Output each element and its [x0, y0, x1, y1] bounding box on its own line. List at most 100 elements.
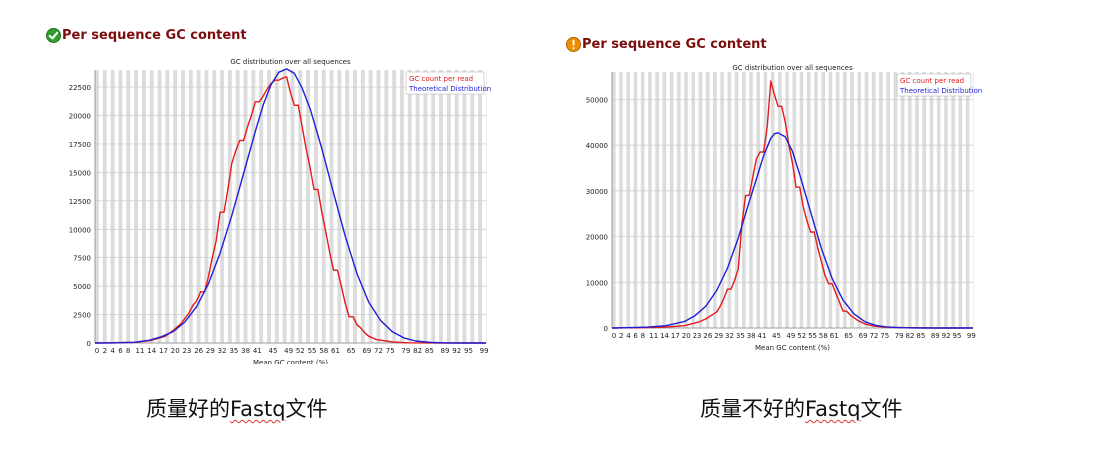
y-tick-label: 40000	[586, 142, 608, 150]
x-tick-label: 23	[182, 347, 191, 355]
grid-stripe	[368, 70, 373, 343]
grid-stripe	[612, 72, 616, 328]
x-tick-label: 8	[126, 347, 130, 355]
grid-stripe	[749, 72, 753, 328]
grid-stripe	[951, 72, 955, 328]
grid-stripe	[321, 70, 326, 343]
panel-title: Per sequence GC content	[582, 37, 767, 52]
x-tick-label: 0	[95, 347, 99, 355]
grid-stripe	[165, 70, 170, 343]
x-tick-label: 6	[118, 347, 123, 355]
x-tick-label: 79	[401, 347, 410, 355]
x-tick-label: 29	[714, 332, 723, 340]
x-tick-label: 69	[362, 347, 371, 355]
x-tick-label: 32	[725, 332, 734, 340]
grid-stripe	[871, 72, 876, 328]
y-tick-label: 20000	[586, 234, 608, 242]
grid-stripe	[407, 70, 412, 343]
grid-stripe	[392, 70, 397, 343]
grid-stripe	[835, 72, 840, 328]
y-tick-label: 12500	[69, 198, 91, 206]
x-tick-label: 58	[319, 347, 328, 355]
grid-stripe	[727, 72, 732, 328]
x-tick-label: 20	[682, 332, 691, 340]
grid-stripe	[306, 70, 311, 343]
grid-stripe	[619, 72, 623, 328]
theoretical-line	[94, 68, 486, 344]
x-tick-label: 72	[869, 332, 878, 340]
x-tick-label: 38	[241, 347, 250, 355]
grid-stripe	[345, 70, 350, 343]
x-tick-label: 26	[194, 347, 203, 355]
grid-stripe	[828, 72, 833, 328]
gc-chart-bad: GC distribution over all sequences 0 10000…	[586, 64, 982, 352]
grid-stripe	[944, 72, 948, 328]
grid-stripe	[188, 70, 193, 343]
caption-word: Fastq	[805, 397, 861, 421]
grid-stripe	[486, 70, 487, 343]
check-circle-icon	[46, 28, 61, 43]
grid-stripe	[821, 72, 825, 328]
grid-stripe	[936, 72, 941, 328]
grid-stripe	[282, 70, 287, 343]
x-tick-label: 14	[147, 347, 156, 355]
x-tick-label: 58	[819, 332, 828, 340]
theoretical-line	[611, 132, 973, 329]
x-axis-label: Mean GC content (%)	[755, 344, 830, 352]
x-tick-label: 61	[830, 332, 839, 340]
grid-stripe	[684, 72, 688, 328]
panel-left-header: Per sequence GC content	[46, 28, 247, 43]
grid-stripe	[655, 72, 659, 328]
grid-stripe	[900, 72, 905, 328]
x-tick-label: 17	[159, 347, 168, 355]
x-tick-label: 52	[296, 347, 305, 355]
grid-stripe	[313, 70, 318, 343]
x-tick-label: 4	[110, 347, 115, 355]
grid-stripe	[95, 70, 99, 343]
y-tick-label: 0	[604, 325, 608, 333]
x-tick-label: 82	[906, 332, 915, 340]
x-tick-label: 23	[693, 332, 702, 340]
grid-stripe	[337, 70, 342, 343]
x-tick-label: 45	[268, 347, 277, 355]
gc-chart-good: GC distribution over all sequences 0 2500 5…	[69, 58, 491, 364]
grid-stripe	[864, 72, 869, 328]
grid-stripe	[290, 70, 295, 343]
y-tick-label: 10000	[69, 226, 91, 234]
grid-stripe	[843, 72, 847, 328]
legend-box	[896, 73, 972, 97]
grid-stripe	[399, 70, 404, 343]
grid-stripe	[720, 72, 724, 328]
grid-stripe	[415, 70, 420, 343]
legend-entry: GC count per read	[409, 75, 473, 83]
y-tick-label: 2500	[73, 312, 91, 320]
x-tick-label: 6	[633, 332, 638, 340]
x-tick-label: 0	[612, 332, 616, 340]
grid-stripe	[633, 72, 638, 328]
x-tick-label: 89	[931, 332, 940, 340]
x-tick-label: 85	[425, 347, 434, 355]
grid-stripe	[235, 70, 240, 343]
x-tick-label: 85	[916, 332, 925, 340]
grid-stripe	[785, 72, 789, 328]
grid-stripe	[329, 70, 334, 343]
grid-stripe	[850, 72, 854, 328]
x-tick-label: 8	[641, 332, 645, 340]
legend-box	[405, 71, 485, 95]
y-tick-label: 10000	[586, 279, 608, 287]
grid-stripe	[470, 70, 475, 343]
x-tick-label: 65	[844, 332, 853, 340]
grid-stripe	[274, 70, 279, 343]
x-tick-label: 99	[480, 347, 489, 355]
y-tick-label: 22500	[69, 84, 91, 92]
grid-stripe	[423, 70, 428, 343]
x-tick-label: 35	[736, 332, 745, 340]
y-tick-label: 7500	[73, 255, 91, 263]
grid-stripe	[196, 70, 201, 343]
grid-stripe	[756, 72, 761, 328]
x-tick-label: 79	[895, 332, 904, 340]
warning-circle-icon	[566, 37, 581, 52]
grid-stripe	[439, 70, 443, 343]
grid-stripe	[243, 70, 248, 343]
y-tick-label: 20000	[69, 113, 91, 121]
